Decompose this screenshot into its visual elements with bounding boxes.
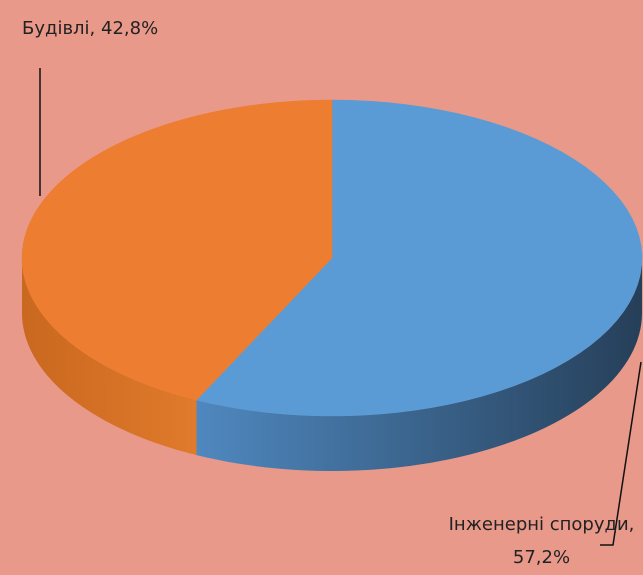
- data-label: Будівлі, 42,8%: [22, 18, 159, 39]
- slice-side: [22, 258, 197, 456]
- slice: [196, 99, 643, 417]
- leader-line: [600, 361, 642, 546]
- pie: [21, 99, 643, 471]
- slice: [21, 99, 333, 401]
- slice-side: [196, 258, 642, 471]
- data-label: Інженерні споруди, 57,2%: [448, 514, 635, 568]
